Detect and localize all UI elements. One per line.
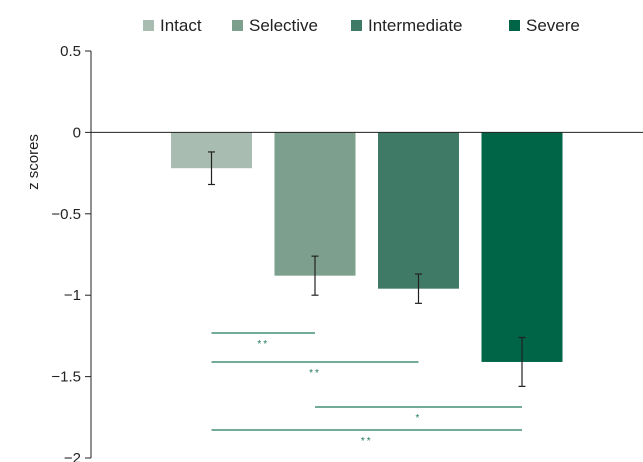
- bar-selective: [274, 132, 356, 276]
- legend-label: Intact: [160, 16, 202, 35]
- legend-item-severe: Severe: [509, 16, 580, 35]
- significance-label: *: [416, 413, 422, 424]
- significance-brackets: *******: [211, 332, 522, 447]
- significance-bracket: **: [211, 429, 522, 447]
- y-axis: 0.5 0 −0.5 −1 −1.5 −2: [51, 43, 92, 462]
- legend-swatch: [143, 20, 154, 31]
- legend-label: Severe: [526, 16, 580, 35]
- legend-swatch: [232, 20, 243, 31]
- legend-item-selective: Selective: [232, 16, 318, 35]
- y-tick-label: −2: [64, 450, 81, 462]
- bars: [171, 132, 563, 362]
- legend-label: Selective: [249, 16, 318, 35]
- error-bar-severe: [518, 336, 526, 387]
- legend-label: Intermediate: [368, 16, 463, 35]
- y-tick-label: 0.5: [60, 43, 81, 60]
- legend-swatch: [351, 20, 362, 31]
- legend-swatch: [509, 20, 520, 31]
- error-bar-intermediate: [415, 273, 422, 304]
- y-tick-label: −1.5: [51, 369, 81, 386]
- significance-bracket: **: [211, 332, 315, 350]
- error-bars: [208, 151, 526, 387]
- bar-intermediate: [378, 132, 459, 289]
- y-tick-label: −0.5: [51, 206, 81, 223]
- bar-severe: [481, 132, 563, 362]
- significance-bracket: *: [315, 406, 522, 424]
- error-bar-intact: [208, 151, 215, 186]
- significance-label: **: [361, 436, 373, 447]
- legend-item-intact: Intact: [143, 16, 202, 35]
- significance-label: **: [309, 368, 321, 379]
- y-tick-label: 0: [73, 124, 81, 141]
- significance-bracket: **: [211, 361, 419, 379]
- y-tick-label: −1: [64, 287, 81, 304]
- legend: Intact Selective Intermediate Severe: [143, 16, 580, 35]
- error-bar-selective: [311, 255, 319, 296]
- y-axis-label: z scores: [25, 134, 42, 190]
- legend-item-intermediate: Intermediate: [351, 16, 463, 35]
- significance-label: **: [257, 339, 269, 350]
